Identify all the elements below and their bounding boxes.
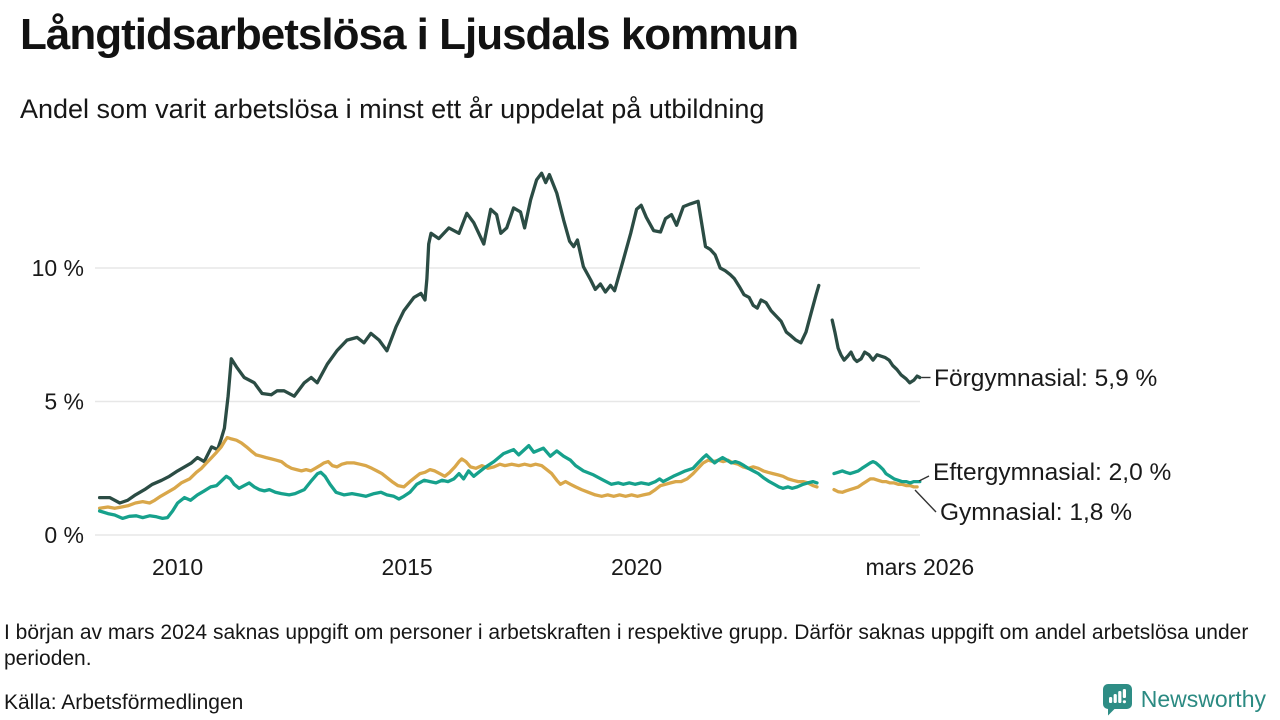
footnote: I början av mars 2024 saknas uppgift om …: [4, 621, 1249, 671]
x-axis-tick-label: 2010: [152, 554, 203, 580]
series-line-gymnasial-seg1: [97, 435, 819, 510]
line-chart: 0 % 5 % 10 % 2010 2015 2020 mars 2026 Förgymnas…: [32, 171, 1171, 580]
newsworthy-logo-icon: [1102, 684, 1132, 716]
series-end-label-förgymnasial: Förgymnasial: 5,9 %: [934, 365, 1157, 392]
source-attribution: Källa: Arbetsförmedlingen: [4, 691, 244, 714]
x-axis-tick-label: 2015: [382, 554, 433, 580]
series-line-gymnasial-seg2: [832, 477, 919, 494]
y-axis-tick-label: 0 %: [44, 522, 84, 548]
page-title: Långtidsarbetslösa i Ljusdals kommun: [20, 10, 799, 59]
series-line-eftergymnasial-seg1: [97, 443, 819, 521]
series-line-förgymnasial-seg1: [97, 171, 821, 505]
series-end-label-eftergymnasial: Eftergymnasial: 2,0 %: [933, 459, 1171, 486]
series-end-label-gymnasial: Gymnasial: 1,8 %: [940, 499, 1132, 526]
y-axis-tick-label: 10 %: [32, 255, 84, 281]
x-axis-tick-label: 2020: [611, 554, 662, 580]
brand-name: Newsworthy: [1140, 686, 1266, 712]
series-line-eftergymnasial-seg2: [832, 459, 922, 485]
y-axis-tick-label: 5 %: [44, 389, 84, 415]
page-subtitle: Andel som varit arbetslösa i minst ett å…: [20, 94, 765, 124]
label-connector-eftergymnasial: [918, 475, 930, 482]
brand: Newsworthy: [1102, 683, 1266, 716]
series-line-förgymnasial-seg2: [830, 318, 922, 385]
label-connector-gymnasial: [914, 489, 937, 513]
x-axis-tick-label: mars 2026: [865, 554, 974, 580]
